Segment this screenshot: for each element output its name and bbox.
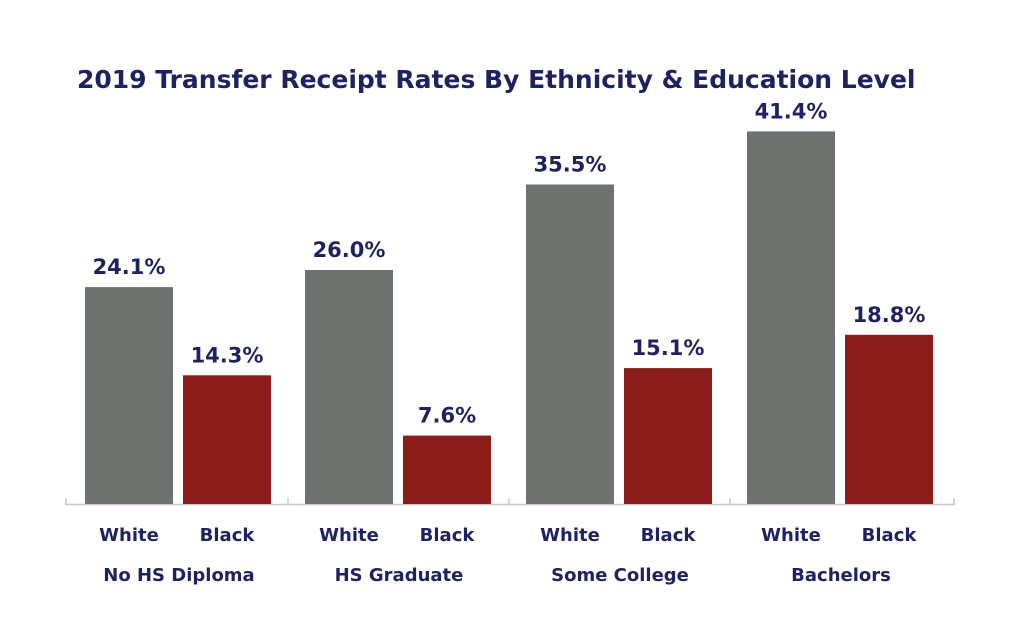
data-label: 26.0% [313,238,386,262]
series-label: White [319,525,379,546]
bar-black [183,375,271,504]
category-label: HS Graduate [335,565,464,586]
series-label: Black [862,525,918,546]
series-label: White [540,525,600,546]
data-label: 35.5% [534,153,607,177]
series-label: Black [641,525,697,546]
data-label: 24.1% [93,255,166,279]
data-label: 18.8% [853,303,926,327]
data-label: 41.4% [755,99,828,123]
bar-black [403,435,491,504]
bar-white [305,270,393,504]
data-label: 7.6% [418,404,476,428]
series-label: Black [420,525,476,546]
series-label: Black [200,525,256,546]
bar-white [747,131,835,504]
bar-black [845,334,933,504]
bar-black [624,368,712,504]
chart-title: 2019 Transfer Receipt Rates By Ethnicity… [77,65,916,94]
data-label: 15.1% [632,336,705,360]
series-label: White [99,525,159,546]
category-label: Bachelors [791,565,891,586]
bar-white [85,287,173,504]
data-label: 14.3% [191,343,264,367]
bar-white [526,184,614,504]
series-label: White [761,525,821,546]
category-label: Some College [551,565,689,586]
category-label: No HS Diploma [103,565,254,586]
